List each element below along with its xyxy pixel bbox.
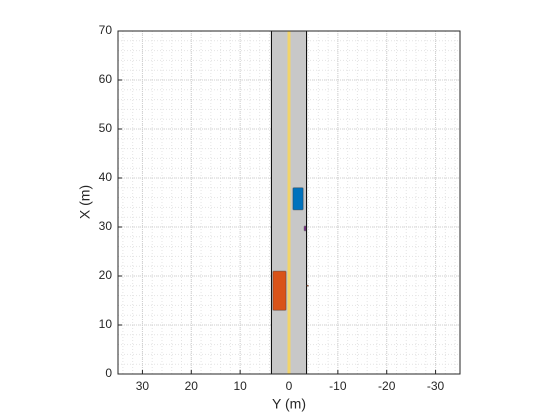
axes-box <box>117 30 461 375</box>
y-tick-label: 60 <box>99 72 113 86</box>
vehicle <box>272 270 287 311</box>
y-tick-label: 50 <box>99 121 113 135</box>
vehicle <box>306 284 310 287</box>
vehicle <box>292 187 304 211</box>
y-tick-label: 30 <box>99 219 113 233</box>
y-axis-label: X (m) <box>77 185 93 219</box>
y-tick-label: 70 <box>99 23 113 37</box>
x-tick-label: 20 <box>185 379 199 393</box>
y-tick-label: 10 <box>99 317 113 331</box>
x-tick-label: -10 <box>329 379 347 393</box>
x-tick-label: -20 <box>378 379 396 393</box>
y-tick-label: 20 <box>99 268 113 282</box>
x-axis-label: Y (m) <box>272 396 306 412</box>
x-tick-label: 10 <box>233 379 247 393</box>
y-tick-label: 40 <box>99 170 113 184</box>
x-tick-label: 0 <box>286 379 293 393</box>
x-tick-label: 30 <box>136 379 150 393</box>
vehicle <box>303 225 307 232</box>
y-tick-label: 0 <box>105 366 112 380</box>
x-tick-label: -30 <box>427 379 445 393</box>
